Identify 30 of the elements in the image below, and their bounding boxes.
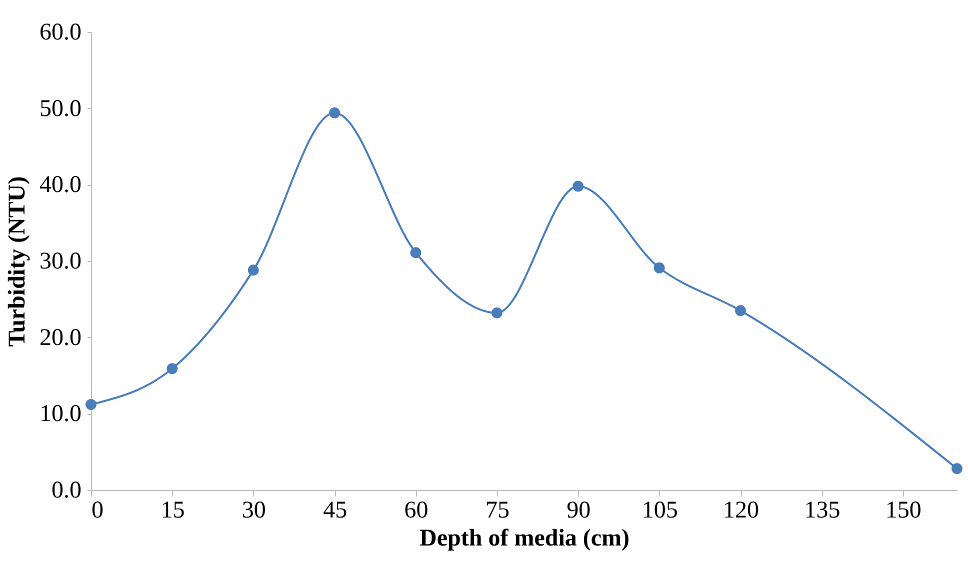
point <box>166 363 178 374</box>
x-tick-label: 135 <box>804 498 840 524</box>
y-tick-label: 30.0 <box>40 248 82 274</box>
point <box>86 399 96 410</box>
point <box>952 463 962 474</box>
point <box>735 305 746 316</box>
x-tick-label: 90 <box>566 498 591 524</box>
y-tick-label: 40.0 <box>40 172 82 198</box>
y-tick-label: 0.0 <box>52 478 82 504</box>
point <box>491 307 502 318</box>
y-axis-title: Turbidity (NTU) <box>4 176 30 347</box>
x-tick-label: 15 <box>160 498 185 524</box>
y-tick-label: 60.0 <box>40 20 82 46</box>
x-tick-label: 0 <box>92 498 104 524</box>
point <box>329 107 340 118</box>
x-tick-label: 60 <box>404 498 428 524</box>
x-tick-label: 45 <box>323 498 348 524</box>
point <box>248 264 259 276</box>
x-tick-label: 75 <box>485 498 510 524</box>
point <box>410 247 422 258</box>
x-tick-label: 30 <box>242 498 266 524</box>
point <box>654 262 665 274</box>
y-tick-label: 10.0 <box>40 401 82 428</box>
x-tick-label: 120 <box>723 498 759 524</box>
y-tick-label: 20.0 <box>40 324 82 351</box>
x-tick-label: 105 <box>642 498 678 524</box>
point <box>572 180 584 192</box>
x-axis-title: Depth of media (cm) <box>420 526 630 552</box>
y-tick-label: 50.0 <box>40 96 82 122</box>
x-tick-label: 150 <box>885 498 922 524</box>
